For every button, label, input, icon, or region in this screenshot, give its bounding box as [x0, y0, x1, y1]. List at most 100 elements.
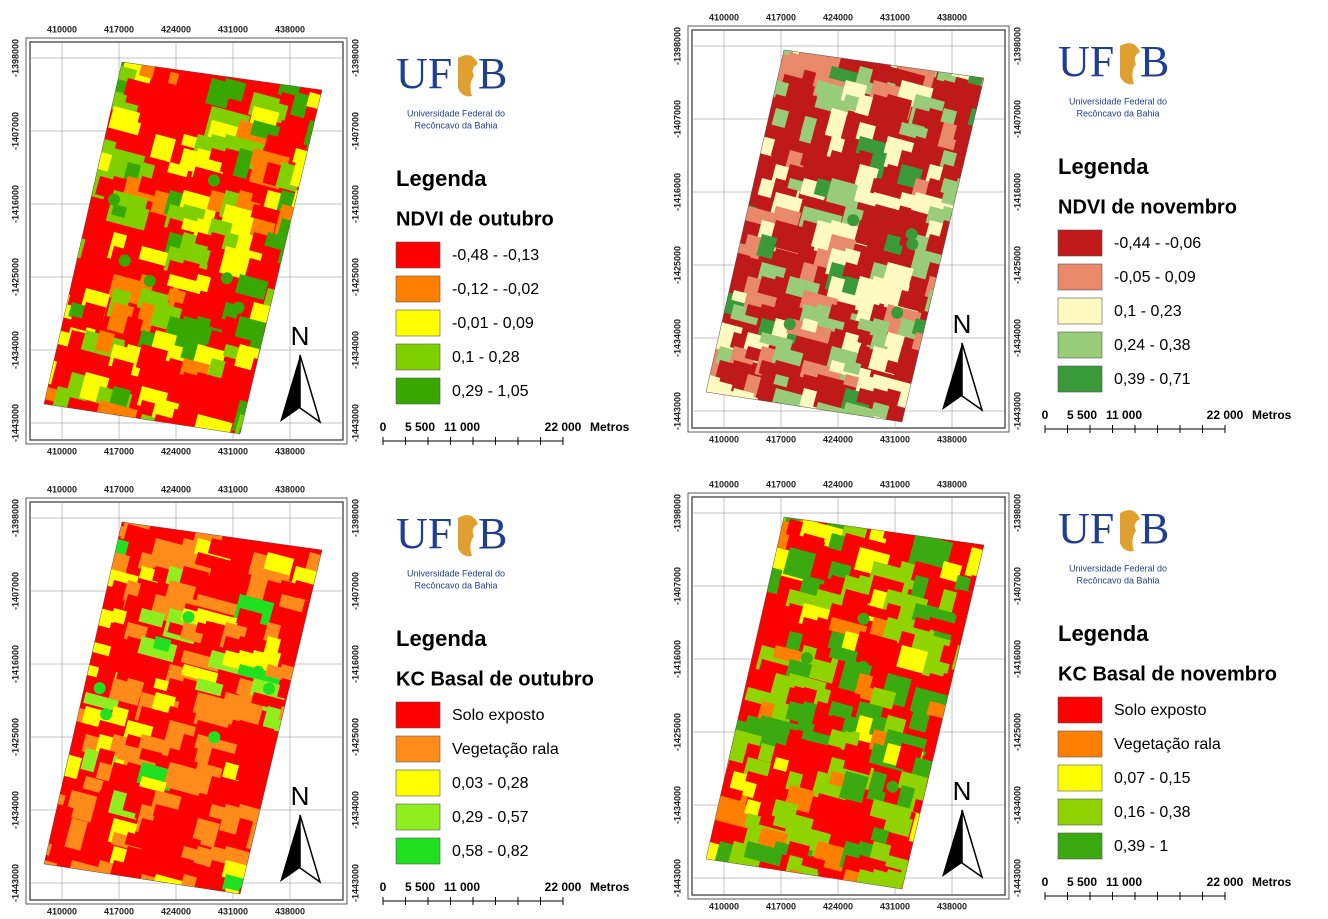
- raster-patch: [951, 276, 991, 310]
- raster-patch: [909, 388, 943, 422]
- legend-swatch: [1058, 799, 1102, 825]
- raster-patch: [952, 659, 991, 690]
- raster-patch: [702, 519, 736, 543]
- raster-patch: [712, 603, 754, 642]
- pivot: [263, 683, 275, 695]
- raster-patch: [303, 622, 340, 656]
- legend-label: -0,05 - 0,09: [1114, 269, 1196, 286]
- north-arrow-right: [962, 810, 982, 877]
- raster-patch: [316, 762, 345, 799]
- logo-line: Recôncavo da Bahia: [1076, 108, 1159, 118]
- x-tick-label: 417000: [104, 484, 134, 494]
- raster-patch: [24, 734, 52, 761]
- x-tick-label: 410000: [47, 446, 77, 456]
- raster-patch: [698, 533, 721, 567]
- raster-patch: [22, 524, 63, 561]
- y-tick-label: -1398000: [672, 494, 682, 532]
- raster-patch: [969, 701, 992, 718]
- logo-left: UF: [396, 509, 452, 558]
- raster-patch: [307, 176, 352, 198]
- logo-right: B: [1140, 37, 1169, 86]
- legend-label: 0,1 - 0,28: [452, 349, 520, 366]
- raster-patch: [980, 66, 1001, 92]
- legend-title: Legenda: [396, 626, 487, 651]
- raster-patch: [982, 687, 1017, 711]
- raster-patch: [925, 346, 956, 372]
- y-tick-label: -1407000: [350, 112, 360, 150]
- logo-left: UF: [1058, 37, 1114, 86]
- north-label: N: [953, 776, 972, 806]
- legend-swatch: [1058, 298, 1102, 324]
- x-tick-label: 410000: [709, 479, 739, 489]
- raster-patch: [689, 617, 731, 638]
- y-tick-label: -1407000: [672, 100, 682, 138]
- raster-patch: [278, 748, 322, 774]
- y-tick-label: -1407000: [350, 572, 360, 610]
- raster-patch: [965, 276, 1010, 312]
- raster-patch: [248, 510, 281, 541]
- raster-patch: [316, 92, 351, 130]
- scale-label: 5 500: [1067, 875, 1097, 889]
- y-tick-label: -1416000: [10, 185, 20, 223]
- raster-patch: [251, 386, 272, 401]
- y-tick-label: -1443000: [350, 864, 360, 902]
- raster-patch: [726, 108, 756, 142]
- raster-patch: [982, 276, 1000, 294]
- raster-patch: [27, 260, 59, 278]
- raster-patch: [744, 533, 774, 554]
- legend-label: Vegetação rala: [452, 741, 559, 758]
- scale-label: 11 000: [444, 880, 480, 894]
- raster-patch: [41, 260, 69, 280]
- legend-label: 0,03 - 0,28: [452, 775, 529, 792]
- y-tick-label: -1434000: [350, 331, 360, 369]
- raster-patch: [26, 692, 71, 717]
- raster-patch: [727, 38, 751, 70]
- y-tick-label: -1434000: [1012, 786, 1022, 824]
- pivot: [221, 272, 233, 284]
- raster-patch: [290, 748, 335, 781]
- raster-patch: [938, 38, 983, 70]
- raster-patch: [688, 108, 707, 126]
- legend-swatch: [1058, 264, 1102, 290]
- legend-label: Vegetação rala: [1114, 736, 1221, 753]
- legend-label: 0,29 - 1,05: [452, 383, 529, 400]
- y-tick-label: -1425000: [672, 713, 682, 751]
- raster-patch: [27, 330, 53, 348]
- raster-patch: [68, 608, 101, 631]
- pivot: [784, 318, 796, 330]
- legend-subtitle: KC Basal de novembro: [1058, 663, 1277, 685]
- x-tick-label: 417000: [766, 479, 796, 489]
- raster-patch: [731, 122, 766, 143]
- scale-label: 11 000: [1106, 875, 1142, 889]
- raster-patch: [997, 757, 1029, 776]
- pivot: [144, 275, 156, 287]
- x-tick-label: 410000: [709, 434, 739, 444]
- raster-patch: [26, 678, 67, 704]
- raster-patch: [979, 561, 1014, 595]
- raster-patch: [967, 332, 1013, 361]
- raster-patch: [290, 734, 336, 768]
- raster-patch: [80, 510, 117, 542]
- x-tick-label: 424000: [823, 434, 853, 444]
- pivot: [858, 613, 870, 625]
- raster-patch: [246, 428, 278, 464]
- raster-patch: [306, 678, 337, 699]
- x-tick-label: 438000: [275, 24, 305, 34]
- raster-patch: [952, 38, 980, 67]
- pivot: [887, 781, 899, 793]
- pivot: [801, 652, 813, 664]
- raster-patch: [702, 122, 727, 144]
- legend-swatch: [1058, 332, 1102, 358]
- raster-patch: [288, 706, 335, 747]
- raster-patch: [924, 38, 958, 69]
- raster-patch: [687, 248, 713, 272]
- raster-patch: [304, 50, 334, 80]
- raster-patch: [698, 150, 741, 190]
- raster-patch: [331, 148, 377, 185]
- raster-patch: [65, 874, 87, 903]
- scale-label: 22 000: [545, 880, 582, 894]
- x-tick-label: 424000: [161, 906, 191, 916]
- raster-patch: [288, 218, 320, 255]
- y-tick-label: -1416000: [672, 640, 682, 678]
- x-tick-label: 431000: [880, 479, 910, 489]
